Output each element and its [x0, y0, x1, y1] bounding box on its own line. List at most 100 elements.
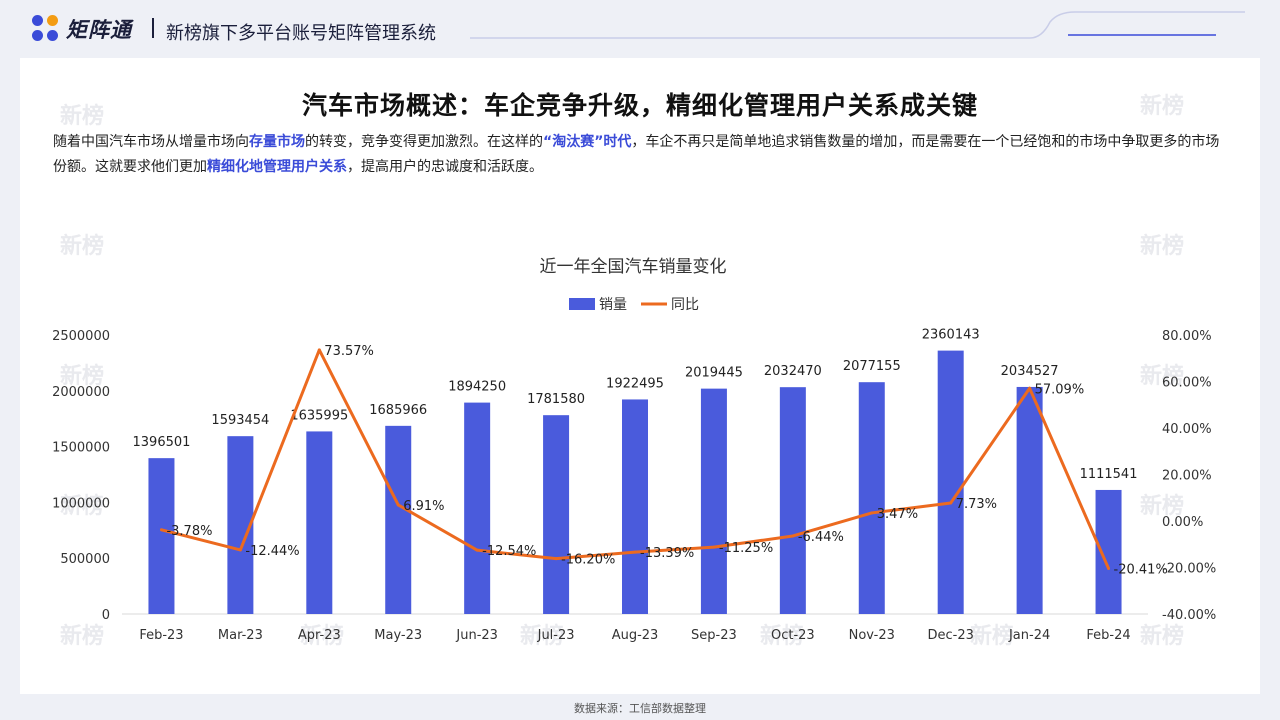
intro-paragraph: 随着中国汽车市场从增量市场向存量市场的转变，竞争变得更加激烈。在这样的“淘汰赛”…	[53, 130, 1233, 180]
line-point	[791, 534, 795, 538]
line-point	[396, 503, 400, 507]
intro-text: 的转变，竞争变得更加激烈。在这样的	[305, 134, 543, 150]
watermark: 新榜	[970, 624, 1015, 649]
line-series: -3.78% -12.44% 73.57% 6.91% -12.54% -16.20% -1…	[159, 344, 1168, 577]
bar	[1095, 489, 1122, 614]
watermark: 新榜	[60, 494, 105, 519]
line-value-label: 3.47%	[877, 507, 918, 522]
line-point	[317, 348, 321, 352]
line-value-label: 57.09%	[1035, 382, 1085, 397]
x-tick-label: Apr-23	[298, 628, 341, 643]
bar-value-label: 1593454	[211, 413, 269, 428]
line-value-label: -20.41%	[1114, 562, 1168, 577]
x-tick-label: Feb-24	[1086, 628, 1130, 643]
y-right-tick-label: 60.00%	[1162, 376, 1212, 391]
line-point	[554, 557, 558, 561]
watermark: 新榜	[60, 624, 105, 649]
y-right-tick-label: 0.00%	[1162, 515, 1203, 530]
y-right-tick-label: 40.00%	[1162, 422, 1212, 437]
watermark: 新榜	[60, 104, 105, 129]
intro-highlight: 精细化地管理用户关系	[207, 159, 347, 175]
watermark: 新榜	[760, 624, 805, 649]
watermark: 新榜	[60, 364, 105, 389]
bar-value-label: 1111541	[1080, 467, 1138, 482]
x-tick-label: Oct-23	[771, 628, 815, 643]
x-tick-label: May-23	[374, 628, 422, 643]
bar-value-label: 1781580	[527, 392, 585, 407]
bar	[148, 458, 175, 614]
app-logo[interactable]: 矩阵通	[32, 14, 132, 44]
watermark: 新榜	[1140, 624, 1185, 649]
x-tick-label: Jul-23	[537, 628, 575, 643]
bar-value-label: 2034527	[1001, 364, 1059, 379]
bar	[779, 387, 806, 614]
bar	[700, 388, 727, 614]
y-left-tick-label: 2000000	[52, 385, 110, 400]
logo-text: 矩阵通	[66, 18, 132, 42]
x-tick-label: Feb-23	[139, 628, 183, 643]
x-tick-label: Nov-23	[849, 628, 895, 643]
legend-line-label: 同比	[671, 297, 699, 313]
y-left-tick-label: 1000000	[52, 496, 110, 511]
bar	[385, 425, 412, 614]
line-value-label: -3.78%	[166, 524, 212, 539]
bar	[937, 350, 964, 614]
chart-title: 近一年全国汽车销量变化	[540, 257, 727, 277]
line-point	[870, 511, 874, 515]
line-point	[1107, 566, 1111, 570]
watermark: 新榜	[520, 624, 565, 649]
page-headline: 汽车市场概述：车企竞争升级，精细化管理用户关系成关键	[301, 91, 978, 120]
line-point	[712, 545, 716, 549]
intro-highlight: “淘汰赛”时代	[543, 134, 632, 150]
line-value-label: 73.57%	[324, 344, 374, 359]
line-point	[949, 501, 953, 505]
line-value-label: 7.73%	[956, 497, 997, 512]
bar	[622, 399, 648, 614]
y-left-tick-label: 2500000	[52, 329, 110, 344]
line-point	[159, 528, 163, 532]
line-value-label: 6.91%	[403, 499, 444, 514]
line-value-label: -12.44%	[245, 544, 299, 559]
data-source: 数据来源：工信部数据整理	[574, 702, 706, 715]
bar	[306, 431, 333, 614]
x-tick-label: Mar-23	[218, 628, 263, 643]
bar-series: 1396501 1593454 1635995 1685966 1894250 17815…	[133, 328, 1138, 614]
watermark: 新榜	[1140, 494, 1185, 519]
line-value-label: -16.20%	[561, 553, 615, 568]
bar-value-label: 1396501	[133, 435, 191, 450]
intro-text: 随着中国汽车市场从增量市场向	[53, 134, 249, 150]
bar-value-label: 1894250	[448, 380, 506, 395]
x-tick-label: Jun-23	[455, 628, 498, 643]
line-point	[1028, 386, 1032, 390]
y-right-tick-label: -20.00%	[1162, 562, 1216, 577]
bar-value-label: 1922495	[606, 376, 664, 391]
legend-bar-label: 销量	[599, 297, 627, 313]
bar	[1016, 386, 1043, 614]
x-tick-label: Jan-24	[1008, 628, 1050, 643]
watermark: 新榜	[1140, 364, 1185, 389]
watermark: 新榜	[300, 624, 345, 649]
intro-text: ，提高用户的忠诚度和活跃度。	[347, 159, 543, 175]
y-left-tick-label: 500000	[60, 552, 110, 567]
line-value-label: -12.54%	[482, 544, 536, 559]
top-bar: 矩阵通 新榜旗下多平台账号矩阵管理系统	[0, 0, 1280, 58]
watermark: 新榜	[1140, 94, 1185, 119]
line-value-label: -13.39%	[640, 546, 694, 561]
bar-value-label: 2019445	[685, 366, 743, 381]
line-value-label: -6.44%	[798, 530, 844, 545]
x-tick-label: Sep-23	[691, 628, 737, 643]
bar	[464, 402, 491, 614]
y-left-tick-label: 0	[102, 608, 110, 623]
chart-legend: 销量 同比	[569, 297, 699, 313]
line-point	[238, 548, 242, 552]
y-right-tick-label: 80.00%	[1162, 329, 1212, 344]
bar-value-label: 2077155	[843, 359, 901, 374]
watermark: 新榜	[1140, 234, 1185, 259]
system-title: 新榜旗下多平台账号矩阵管理系统	[166, 23, 436, 44]
line-value-label: -11.25%	[719, 541, 773, 556]
x-tick-label: Dec-23	[927, 628, 973, 643]
legend-bar-swatch	[569, 298, 595, 310]
header-decoration	[470, 11, 1245, 39]
header-divider	[152, 18, 154, 38]
x-tick-label: Aug-23	[612, 628, 659, 643]
